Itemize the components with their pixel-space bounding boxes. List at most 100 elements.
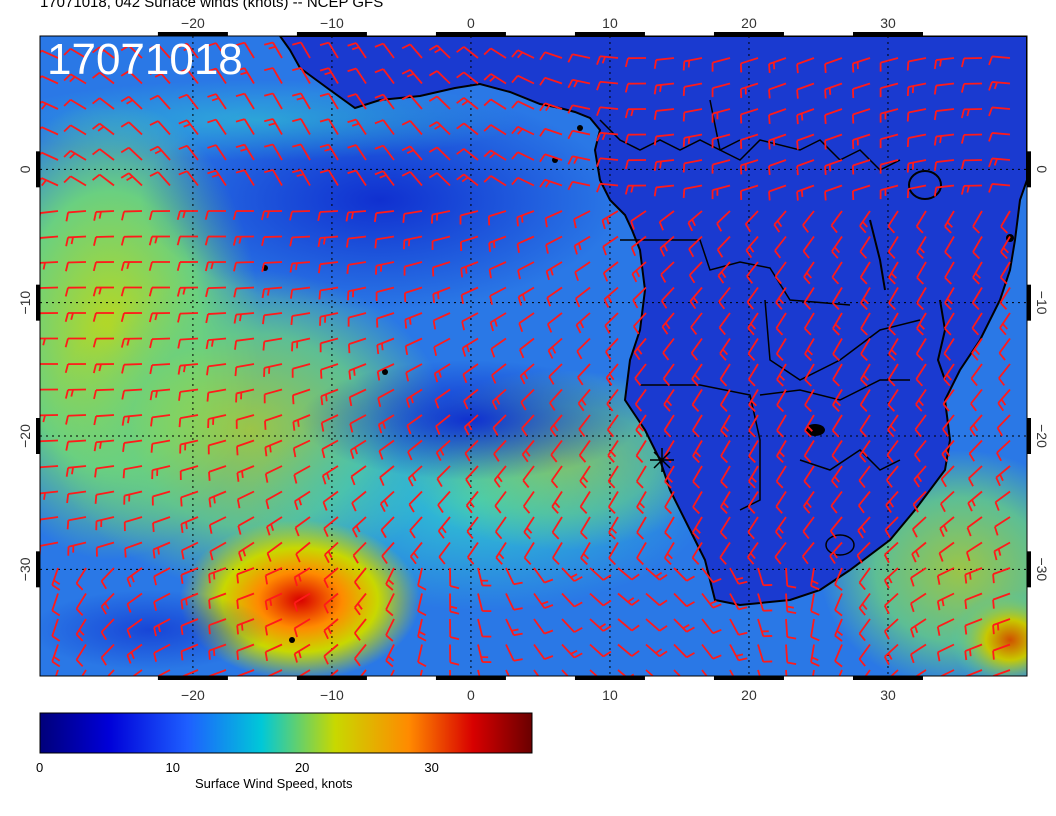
wind-barb — [633, 312, 647, 335]
colorbar-tick-label: 0 — [36, 760, 44, 775]
wind-barb — [550, 439, 563, 463]
wind-barb — [265, 490, 283, 510]
wind-barb — [346, 261, 367, 274]
wind-barb — [940, 465, 955, 488]
wind-barb — [207, 118, 227, 136]
wind-barb — [834, 593, 843, 617]
wind-barb — [93, 414, 115, 426]
wind-barb — [463, 414, 479, 436]
wind-barb — [178, 93, 199, 110]
wind-barb — [631, 261, 647, 283]
wind-barb — [884, 516, 899, 539]
wind-barb — [120, 261, 143, 271]
wind-barb — [634, 363, 647, 386]
wind-barb — [859, 236, 871, 259]
wind-barb — [264, 67, 283, 84]
wind-barb — [51, 567, 61, 591]
wind-barb — [617, 567, 640, 581]
wind-barb — [477, 618, 492, 638]
wind-barb — [533, 643, 554, 660]
wind-barb — [264, 92, 283, 110]
wind-barb — [176, 286, 199, 297]
wind-barb — [943, 363, 955, 387]
wind-barb — [711, 184, 731, 200]
wind-barb — [632, 286, 647, 309]
lon-tick-label: 0 — [467, 15, 475, 31]
wind-barb — [970, 388, 983, 412]
wind-barb — [988, 157, 1011, 168]
wind-barb — [757, 567, 773, 587]
wind-barb — [729, 593, 748, 611]
wind-barb — [293, 465, 311, 484]
wind-barb — [64, 388, 87, 399]
wind-barb — [883, 592, 899, 615]
wind-barb — [691, 363, 703, 387]
wind-barb — [739, 57, 759, 73]
wind-barb — [464, 439, 479, 462]
wind-barb — [996, 414, 1011, 437]
wind-barb — [687, 210, 703, 232]
wind-barb — [209, 541, 227, 561]
wind-barb — [757, 644, 773, 663]
wind-barb — [567, 53, 591, 63]
wind-barb — [40, 100, 59, 110]
wind-barb — [405, 388, 423, 408]
wind-barb — [776, 389, 787, 413]
wind-barb — [233, 312, 255, 324]
lon-tick-label: 20 — [741, 15, 757, 31]
wind-barb — [260, 210, 283, 221]
wind-barb — [516, 210, 535, 227]
wind-barb — [404, 312, 423, 329]
wind-barb — [293, 490, 311, 511]
wind-barb — [972, 236, 983, 260]
border-line — [640, 384, 761, 511]
wind-barb — [653, 57, 675, 69]
wind-barb — [916, 287, 927, 311]
wind-barb — [888, 312, 899, 336]
wind-barb — [505, 669, 510, 676]
wind-barb — [561, 618, 583, 633]
wind-barb — [831, 235, 843, 259]
wind-barb — [831, 414, 843, 438]
lon-tick-label: 20 — [741, 687, 757, 703]
wind-barb — [317, 235, 339, 248]
wind-barb — [634, 388, 647, 412]
wind-barb — [796, 184, 815, 201]
wind-barb — [436, 465, 451, 488]
wind-barb — [323, 516, 339, 538]
wind-barb — [998, 363, 1011, 386]
wind-barb — [376, 363, 395, 381]
wind-barb — [511, 176, 535, 187]
wind-barb — [511, 151, 535, 161]
wind-barb — [801, 541, 815, 565]
wind-barb — [264, 169, 283, 186]
date-stamp: 17071018 — [47, 35, 243, 84]
wind-barb — [204, 235, 227, 246]
wind-barb — [567, 155, 591, 165]
wind-barb — [434, 388, 451, 409]
wind-barb — [126, 567, 143, 588]
wind-barb — [266, 541, 283, 562]
wind-barb — [40, 414, 59, 423]
wind-barb — [720, 440, 731, 464]
lon-tick-label: −10 — [320, 15, 344, 31]
wind-barb — [375, 261, 395, 275]
wind-barb — [970, 363, 983, 387]
wind-barb — [549, 388, 563, 411]
wind-barb — [347, 169, 367, 186]
frame-tick — [296, 676, 367, 680]
lon-tick-label: 30 — [880, 15, 896, 31]
wind-barb — [178, 388, 199, 401]
wind-barb — [345, 235, 367, 248]
wind-barb — [235, 414, 255, 429]
wind-barb — [126, 592, 143, 613]
lake-outline — [936, 299, 947, 381]
wind-barb — [913, 465, 927, 488]
wind-barb — [438, 541, 451, 565]
wind-barb — [66, 490, 87, 504]
wind-barb — [580, 516, 591, 540]
wind-barb — [348, 363, 367, 380]
wind-barb — [635, 414, 647, 438]
wind-barb — [748, 465, 759, 489]
wind-barb — [347, 286, 367, 301]
